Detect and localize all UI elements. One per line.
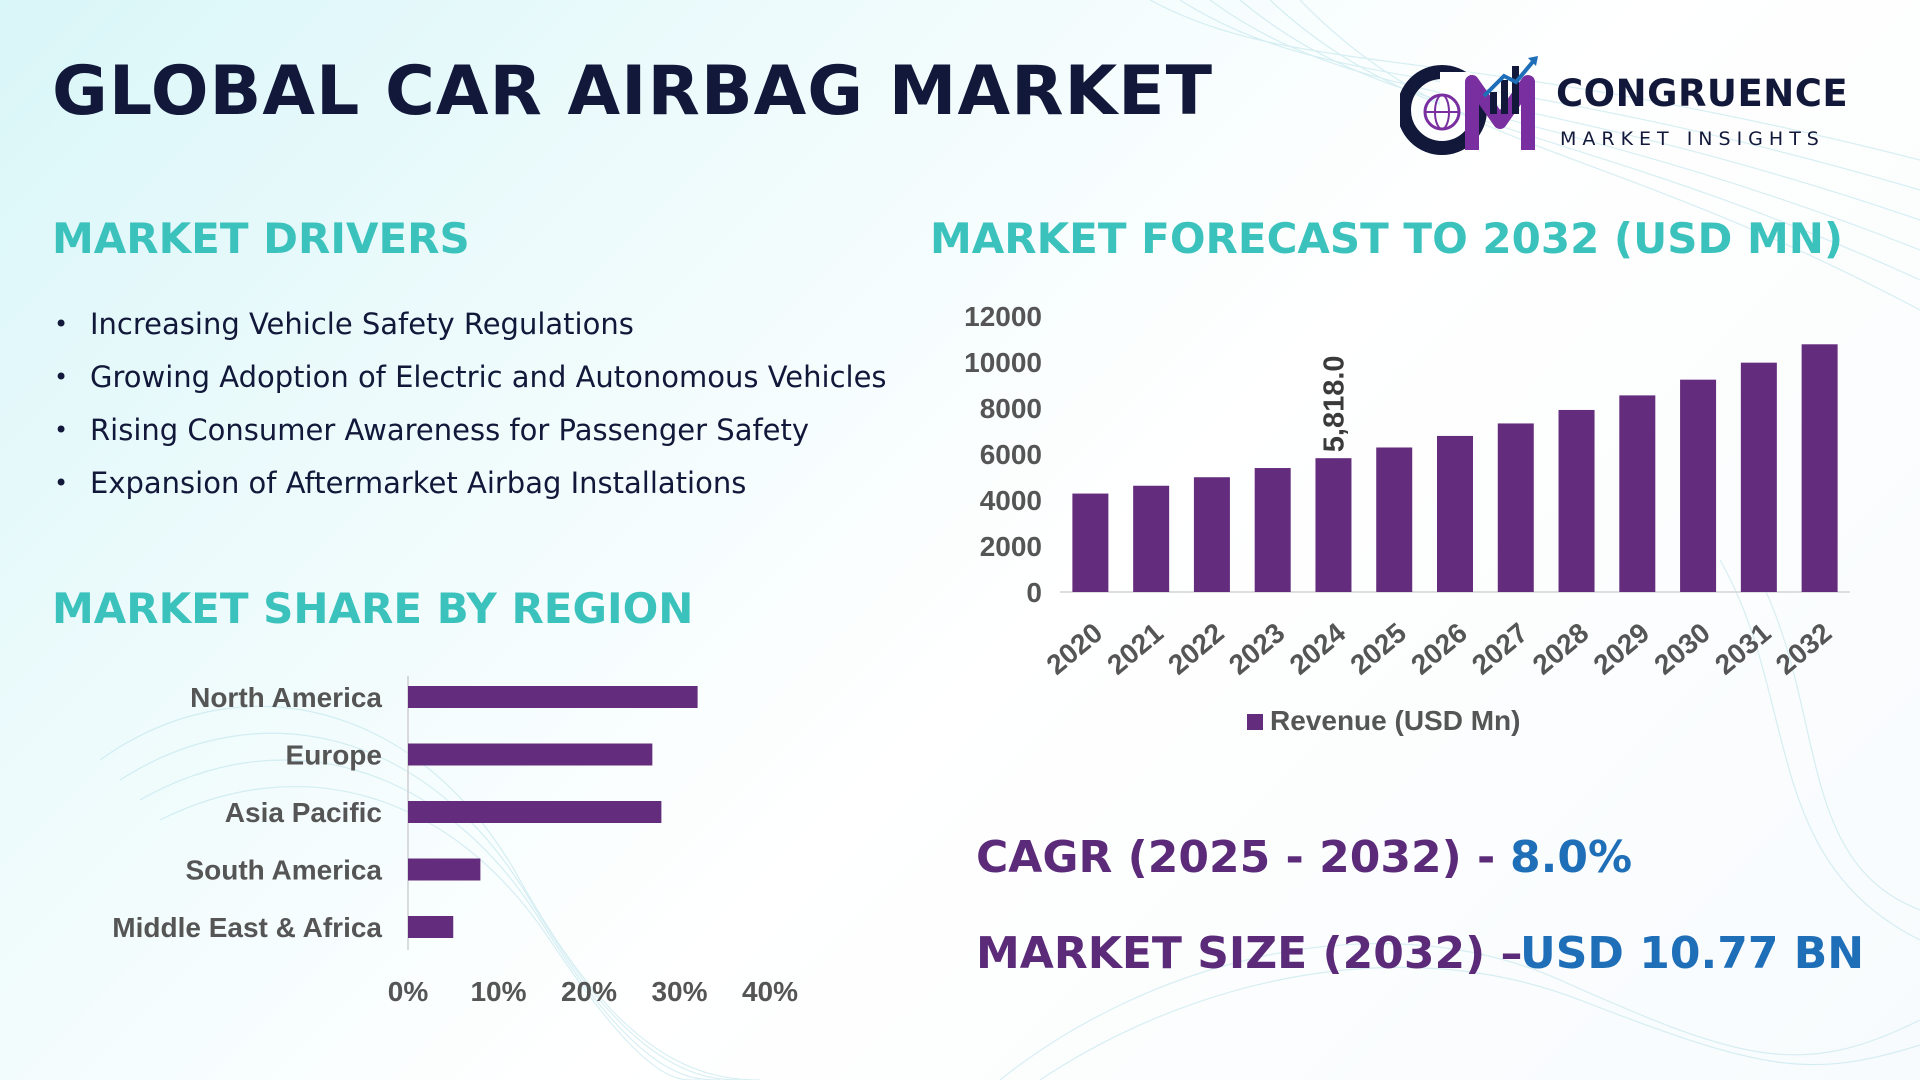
x-tick-label: 0% [388, 976, 429, 1007]
x-tick-label: 2029 [1588, 617, 1656, 681]
region-label: South America [185, 855, 382, 886]
region-label: Europe [286, 740, 382, 771]
driver-item: Expansion of Aftermarket Airbag Installa… [52, 457, 902, 510]
forecast-chart: 0200040006000800010000120002020202120222… [964, 301, 1850, 736]
x-tick-label: 30% [651, 976, 707, 1007]
forecast-bar [1497, 423, 1534, 592]
cagr-label: CAGR (2025 - 2032) - [976, 832, 1496, 883]
x-tick-label: 2025 [1344, 617, 1412, 681]
market-size-value: USD 10.77 BN [1520, 928, 1865, 979]
forecast-bar [1740, 362, 1777, 592]
x-tick-label: 2027 [1466, 617, 1534, 681]
forecast-heading: MARKET FORECAST TO 2032 (USD MN) [930, 214, 1844, 263]
x-tick-label: 2030 [1648, 617, 1716, 681]
brand-name: CONGRUENCE [1556, 72, 1849, 115]
forecast-bar [1315, 458, 1352, 592]
bar-data-label: 5,818.0 [1318, 355, 1350, 452]
x-tick-label: 2022 [1162, 617, 1230, 681]
region-bar [408, 801, 662, 823]
region-share-chart: North America Europe Asia Pacific South Ame… [112, 676, 798, 1007]
x-tick-label: 2032 [1770, 617, 1838, 681]
region-label: Middle East & Africa [112, 912, 382, 943]
forecast-bar [1437, 435, 1473, 592]
market-drivers-list: Increasing Vehicle Safety Regulations Gr… [52, 298, 902, 510]
region-bar [408, 858, 481, 881]
market-size-label: MARKET SIZE (2032) – [976, 928, 1523, 979]
legend-label: Revenue (USD Mn) [1270, 705, 1520, 736]
region-label: North America [190, 682, 382, 713]
forecast-bar [1376, 447, 1413, 592]
brand-logo: CONGRUENCE MARKET INSIGHTS [1397, 52, 1880, 162]
region-share-heading: MARKET SHARE BY REGION [52, 584, 694, 633]
x-tick-label: 2023 [1223, 617, 1291, 681]
forecast-bar [1072, 493, 1109, 592]
region-bar [408, 686, 698, 708]
forecast-bar [1133, 485, 1170, 592]
y-tick-label: 10000 [964, 347, 1042, 378]
forecast-bar [1254, 468, 1291, 592]
y-tick-label: 4000 [980, 485, 1042, 516]
region-bar [408, 916, 454, 938]
forecast-bar [1193, 477, 1230, 592]
driver-item: Rising Consumer Awareness for Passenger … [52, 404, 902, 457]
y-tick-label: 2000 [980, 531, 1042, 562]
driver-item: Growing Adoption of Electric and Autonom… [52, 351, 902, 404]
x-tick-label: 2024 [1284, 617, 1352, 681]
region-bar [408, 743, 653, 766]
brand-tagline: MARKET INSIGHTS [1560, 128, 1825, 150]
forecast-bar [1801, 344, 1838, 592]
forecast-bar [1680, 379, 1717, 592]
x-tick-label: 40% [742, 976, 798, 1007]
x-tick-label: 2026 [1405, 617, 1473, 681]
forecast-bar [1619, 395, 1656, 592]
cagr-value: 8.0% [1510, 832, 1633, 883]
legend-swatch [1247, 714, 1263, 730]
forecast-bar [1558, 409, 1595, 592]
x-tick-label: 2031 [1709, 617, 1777, 681]
x-tick-label: 20% [561, 976, 617, 1007]
y-tick-label: 0 [1026, 577, 1042, 608]
x-tick-label: 10% [470, 976, 526, 1007]
x-tick-label: 2020 [1041, 617, 1109, 681]
cmi-monogram-icon [1397, 56, 1538, 155]
y-tick-label: 12000 [964, 301, 1042, 332]
x-tick-label: 2028 [1527, 617, 1595, 681]
y-tick-label: 6000 [980, 439, 1042, 470]
region-label: Asia Pacific [225, 797, 382, 828]
driver-item: Increasing Vehicle Safety Regulations [52, 298, 902, 351]
x-tick-label: 2021 [1101, 617, 1169, 681]
y-tick-label: 8000 [980, 393, 1042, 424]
market-drivers-heading: MARKET DRIVERS [52, 214, 470, 263]
page-title: GLOBAL CAR AIRBAG MARKET [52, 52, 1213, 131]
